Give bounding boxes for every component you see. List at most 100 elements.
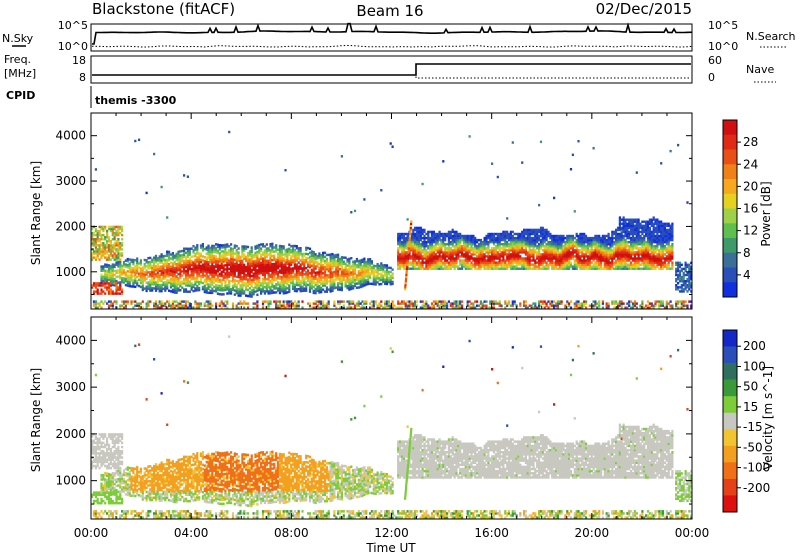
data-cell xyxy=(196,286,199,290)
data-cell xyxy=(177,287,180,290)
data-cell xyxy=(430,261,434,264)
data-cell xyxy=(139,302,142,305)
data-cell xyxy=(494,238,497,242)
data-cell xyxy=(384,270,387,273)
data-cell xyxy=(325,276,328,279)
data-cell xyxy=(451,234,454,238)
data-cell xyxy=(385,300,389,303)
data-cell xyxy=(128,280,131,284)
data-cell xyxy=(577,261,580,264)
data-cell xyxy=(301,275,304,278)
data-cell xyxy=(254,245,257,248)
data-cell xyxy=(94,256,97,259)
data-cell xyxy=(147,281,150,284)
data-cell xyxy=(168,271,171,274)
data-cell xyxy=(363,261,366,265)
data-cell xyxy=(498,243,501,246)
data-cell xyxy=(397,259,400,262)
data-cell xyxy=(340,256,343,259)
data-cell xyxy=(119,260,122,264)
data-cell xyxy=(466,255,469,258)
data-cell xyxy=(109,264,112,268)
data-cell xyxy=(451,228,454,232)
data-cell xyxy=(547,232,550,236)
data-cell xyxy=(432,261,435,264)
data-cell xyxy=(361,268,364,272)
data-cell xyxy=(551,304,554,307)
data-cell xyxy=(583,304,586,307)
data-cell xyxy=(107,258,111,261)
data-cell xyxy=(166,268,169,272)
data-cell xyxy=(384,304,387,307)
data-cell xyxy=(466,251,469,254)
data-cell xyxy=(560,255,563,258)
data-cell xyxy=(297,283,300,287)
data-cell xyxy=(107,236,111,239)
data-cell xyxy=(492,238,496,242)
data-cell xyxy=(250,268,253,272)
data-cell xyxy=(487,243,490,246)
data-cell xyxy=(211,259,214,262)
data-cell xyxy=(254,265,257,269)
data-cell xyxy=(568,253,571,256)
data-cell xyxy=(134,279,137,282)
data-cell xyxy=(436,267,439,270)
data-cell xyxy=(198,258,201,261)
data-cell xyxy=(286,270,289,274)
data-cell xyxy=(184,280,188,283)
data-cell xyxy=(196,276,199,280)
data-cell xyxy=(239,269,242,273)
data-cell xyxy=(177,302,180,305)
data-cell xyxy=(549,300,552,303)
data-cell xyxy=(107,240,111,243)
data-cell xyxy=(361,306,364,309)
data-cell xyxy=(169,304,173,307)
data-cell xyxy=(342,276,345,280)
data-cell xyxy=(275,248,278,251)
data-cell xyxy=(96,252,99,255)
data-cell xyxy=(149,287,152,290)
data-cell xyxy=(224,253,227,257)
data-cell xyxy=(138,306,141,309)
data-cell xyxy=(111,269,114,272)
data-cell xyxy=(243,282,246,285)
data-cell xyxy=(111,229,114,233)
data-cell xyxy=(235,259,238,262)
data-cell xyxy=(494,267,497,270)
data-cell xyxy=(541,236,544,240)
data-cell xyxy=(286,248,289,251)
data-cell xyxy=(430,267,434,270)
data-cell xyxy=(461,263,464,266)
data-cell xyxy=(586,240,589,244)
data-cell xyxy=(342,268,345,272)
data-cell xyxy=(560,263,563,266)
data-cell xyxy=(271,244,274,248)
data-cell xyxy=(575,265,578,268)
data-cell xyxy=(280,263,283,266)
data-cell xyxy=(92,231,96,235)
data-cell xyxy=(442,253,445,256)
data-cell xyxy=(575,234,578,238)
data-cell xyxy=(408,255,411,258)
data-cell xyxy=(134,273,137,276)
data-cell xyxy=(175,279,178,282)
data-cell xyxy=(389,276,392,280)
data-cell xyxy=(134,259,137,262)
data-cell xyxy=(138,274,141,278)
data-cell xyxy=(504,306,507,309)
data-cell xyxy=(331,279,334,282)
data-cell xyxy=(438,259,441,262)
data-cell xyxy=(536,253,539,256)
data-cell xyxy=(143,264,146,268)
data-cell xyxy=(288,300,291,303)
data-cell xyxy=(337,271,340,275)
data-cell xyxy=(438,236,441,240)
data-cell xyxy=(222,304,225,307)
data-cell xyxy=(432,238,435,242)
data-cell xyxy=(365,273,368,276)
data-cell xyxy=(569,245,573,248)
data-cell xyxy=(538,236,541,240)
data-cell xyxy=(515,263,518,266)
data-cell xyxy=(511,240,514,244)
data-cell xyxy=(365,281,368,284)
